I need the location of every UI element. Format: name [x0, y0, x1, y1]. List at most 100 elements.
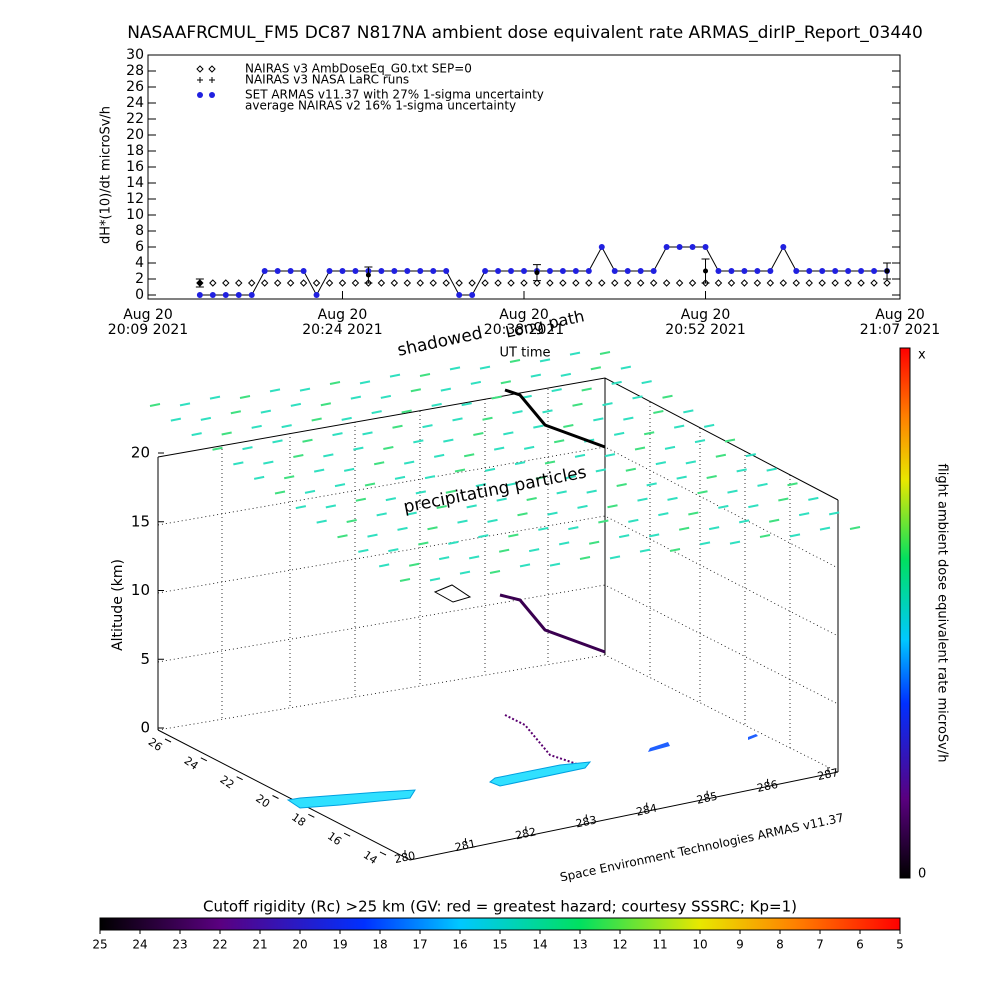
- latitude-tick: [308, 813, 315, 818]
- dot-marker: [650, 268, 657, 274]
- particle-dash: [418, 541, 429, 546]
- flight-track: [504, 388, 606, 449]
- y-tick-label: 28: [126, 63, 144, 79]
- particle-dash: [350, 395, 362, 400]
- particle-dash: [849, 526, 861, 530]
- dot-marker: [508, 268, 515, 274]
- particle-dash: [542, 409, 553, 414]
- diamond-marker: [766, 279, 775, 287]
- diamond-marker: [585, 279, 593, 287]
- particle-dash: [274, 490, 286, 495]
- particle-dash: [685, 460, 697, 465]
- diamond-marker: [753, 279, 762, 287]
- x-tick-label: Aug 20: [681, 307, 731, 323]
- particle-dash: [724, 438, 736, 443]
- altitude-tick-label: 20: [131, 444, 150, 462]
- particle-dash: [568, 526, 579, 531]
- particle-dash: [523, 445, 535, 450]
- particle-dash: [530, 373, 542, 378]
- particle-dash: [683, 409, 694, 414]
- particle-dash: [634, 446, 646, 451]
- particle-dash: [569, 351, 581, 356]
- diamond-marker: [727, 279, 736, 287]
- particle-dash: [503, 431, 514, 436]
- particle-dash: [242, 446, 253, 451]
- particle-dash: [376, 512, 387, 517]
- particle-dash: [628, 518, 639, 523]
- particle-dash: [667, 496, 678, 501]
- box-3d: [157, 377, 839, 861]
- particle-dash: [179, 402, 191, 407]
- particle-dash: [514, 461, 526, 466]
- particle-dash: [493, 446, 505, 451]
- colorbar-tick-label: 20: [292, 938, 307, 952]
- particle-dash: [708, 526, 720, 531]
- annotation: precipitating particles: [402, 462, 588, 517]
- particle-dash: [563, 424, 574, 428]
- particle-dash: [487, 518, 498, 523]
- particle-dash: [703, 423, 715, 428]
- particle-dash: [461, 402, 472, 407]
- particle-dash: [359, 380, 371, 385]
- particle-dash: [727, 489, 738, 494]
- particle-dash: [463, 453, 475, 458]
- diamond-marker: [533, 279, 541, 287]
- particle-dash: [509, 359, 521, 363]
- diamond-marker: [572, 279, 580, 287]
- particle-dash: [526, 497, 537, 501]
- latitude-tick-label: 14: [361, 848, 380, 867]
- longitude-tick-label: 280: [393, 849, 416, 866]
- particle-dash: [581, 387, 592, 392]
- diamond-marker: [611, 279, 619, 287]
- diamond-marker: [403, 279, 412, 287]
- y-tick-label: 10: [126, 207, 144, 223]
- particle-dash: [533, 424, 544, 429]
- x-tick-label: 20:09 2021: [108, 322, 188, 338]
- diamond-marker: [273, 279, 282, 287]
- diamond-marker: [377, 279, 386, 287]
- grid-3d: [157, 515, 839, 637]
- particle-dash: [371, 410, 382, 415]
- dot-marker: [754, 268, 761, 274]
- particle-dash: [299, 387, 311, 392]
- dot-marker: [819, 268, 826, 274]
- dot-marker: [222, 292, 229, 298]
- dot-marker: [728, 268, 735, 274]
- colorbar-tick-label: 18: [372, 938, 387, 952]
- particle-dash: [230, 410, 242, 415]
- particle-dash: [694, 439, 706, 444]
- colorbar-tick-label: 6: [856, 938, 864, 952]
- particle-dash: [664, 445, 676, 450]
- particle-dash: [358, 548, 369, 553]
- legend-label: NAIRAS v3 AmbDoseEq_G0.txt SEP=0: [245, 62, 472, 76]
- particle-dash: [613, 431, 625, 436]
- dot-marker: [624, 268, 631, 274]
- particle-dash: [508, 533, 519, 538]
- colorbar-tick-label: 21: [252, 938, 267, 952]
- colorbar-tick-label: 16: [452, 938, 467, 952]
- diamond-marker: [546, 279, 554, 287]
- particle-dash: [323, 453, 334, 458]
- particle-dash: [399, 578, 411, 582]
- diamond-marker: [805, 279, 813, 287]
- particle-dash: [699, 541, 711, 546]
- particle-dash: [484, 467, 496, 472]
- particle-dash: [272, 439, 283, 444]
- particle-dash: [673, 424, 685, 429]
- particle-dash: [392, 424, 403, 429]
- particle-dash: [233, 461, 244, 466]
- particle-dash: [449, 366, 461, 371]
- particle-cloud: [149, 351, 861, 582]
- diamond-marker: [701, 279, 710, 287]
- dot-marker: [417, 268, 424, 274]
- latitude-tick: [343, 832, 351, 837]
- particle-dash: [385, 497, 397, 502]
- dot-marker: [209, 292, 216, 298]
- particle-dash: [648, 533, 660, 538]
- colorbar-tick-label: 23: [172, 938, 187, 952]
- particle-dash: [408, 562, 420, 567]
- colorbar-tick-label: 10: [692, 938, 707, 952]
- particle-dash: [427, 526, 438, 531]
- particle-dash: [436, 505, 447, 509]
